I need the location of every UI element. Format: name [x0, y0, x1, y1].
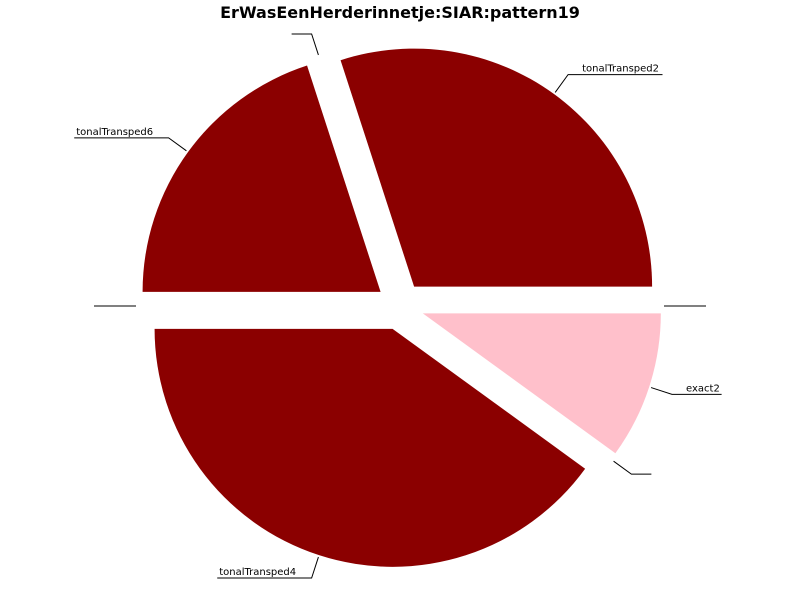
slice-leader-line [554, 74, 663, 93]
slice-leader-line [650, 387, 722, 395]
chart-title: ErWasEenHerderinnetje:SIAR:pattern19 [220, 3, 580, 22]
slice-label: exact2 [686, 383, 720, 394]
pie-slice [422, 313, 661, 454]
pie-slice [340, 48, 653, 287]
slice-label: tonalTransped2 [582, 64, 659, 75]
slice-leader-line [74, 137, 187, 152]
slice-label: tonalTransped4 [219, 567, 296, 578]
pie-slice [154, 328, 586, 567]
pie-slice [142, 65, 381, 292]
slice-leader-line [217, 556, 319, 579]
slice-label: tonalTransped6 [76, 127, 153, 138]
slice-leader-line [291, 33, 319, 56]
slice-leader-line [613, 460, 652, 475]
